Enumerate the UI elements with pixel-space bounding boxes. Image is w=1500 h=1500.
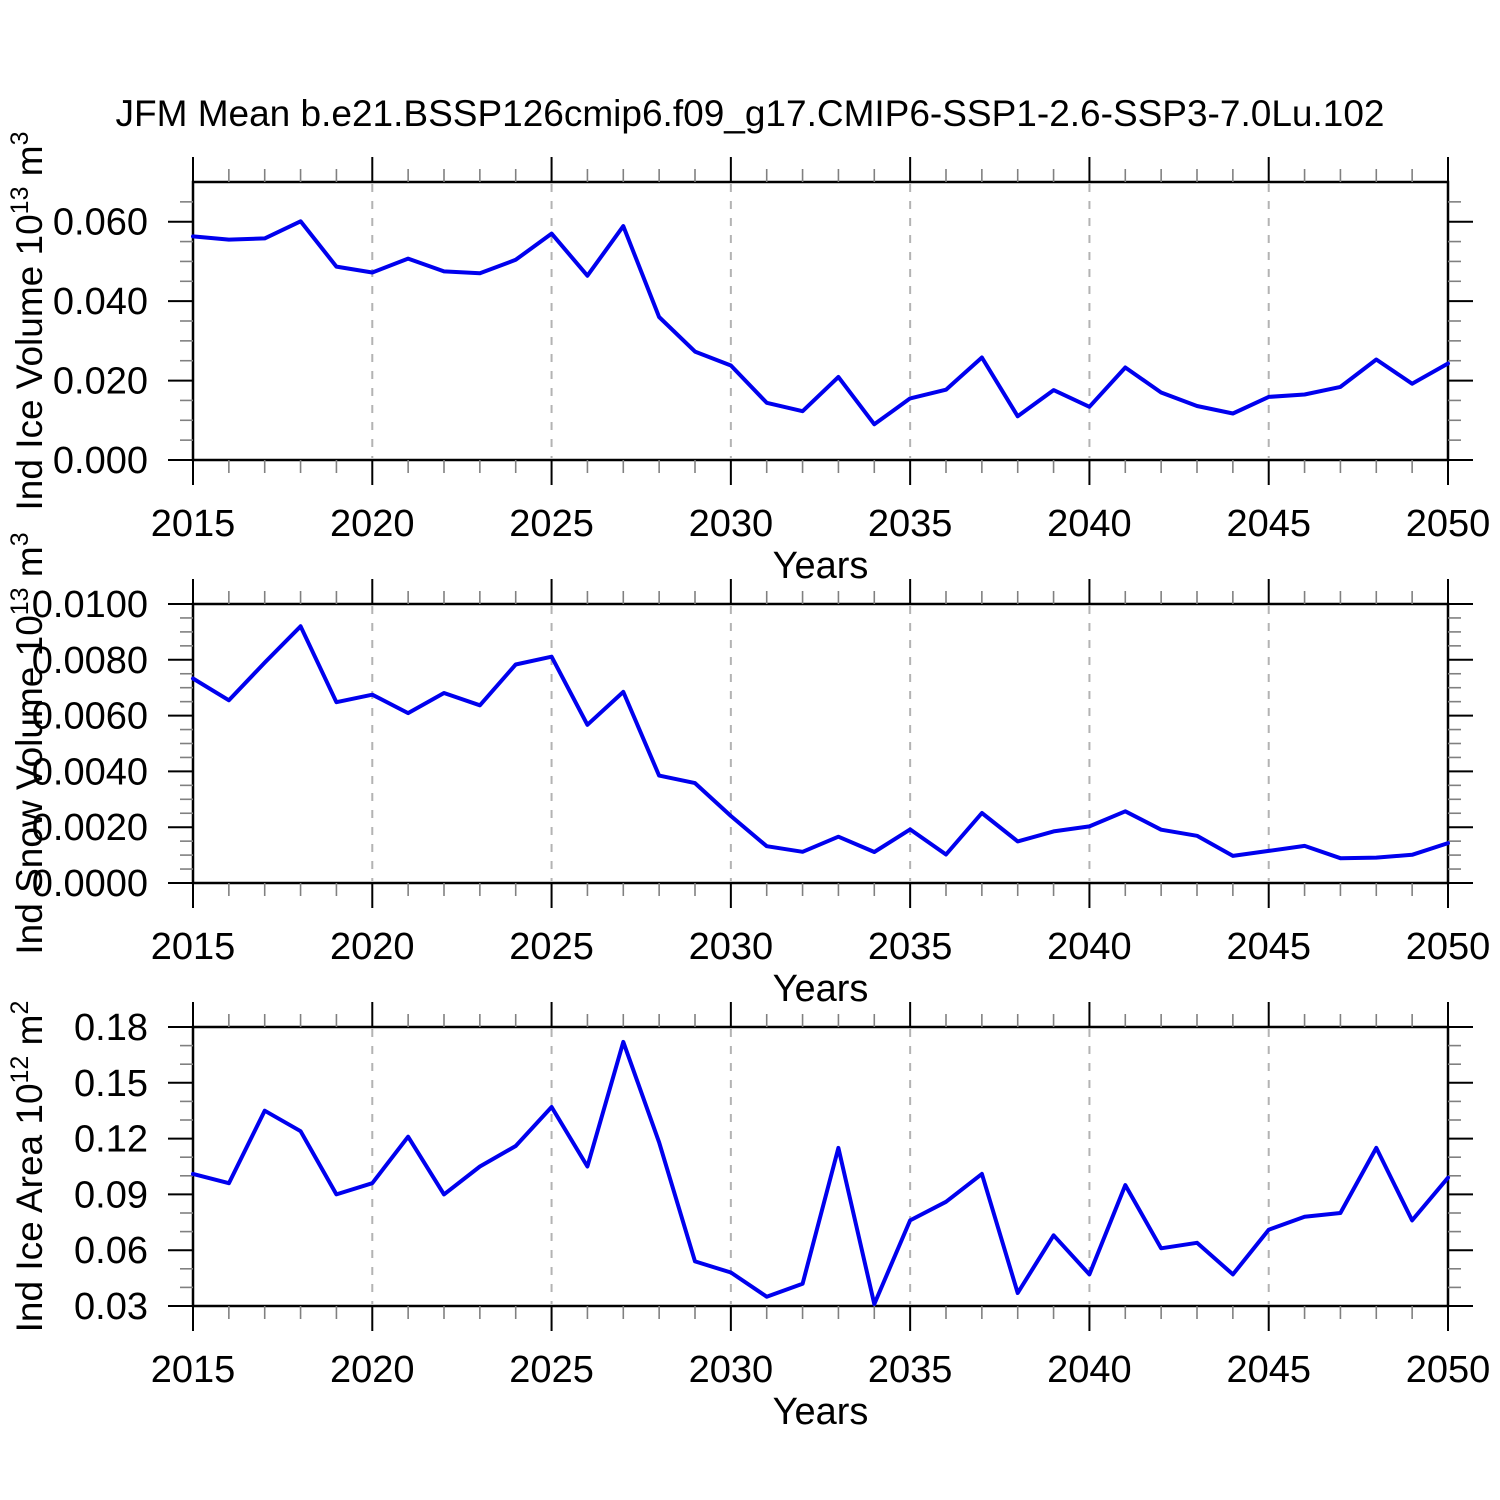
x-tick-label-2030: 2030 [689,503,774,545]
y-axis-title-pre: Ind Snow Volume 10 [9,615,50,954]
y-tick-label-0.12: 0.12 [74,1119,148,1161]
y-axis-title-pre: Ind Ice Area 10 [9,1083,50,1332]
y-axis-title-ice-area: Ind Ice Area 1012 m2 [6,1001,50,1333]
y-axis-title-sup2: 2 [6,1001,34,1015]
y-axis-title-sup2: 3 [6,532,34,546]
y-tick-label-0.060: 0.060 [53,202,148,244]
x-tick-label-2015: 2015 [151,926,236,968]
y-tick-label-0.040: 0.040 [53,281,148,323]
y-tick-label-0.000: 0.000 [53,440,148,482]
y-tick-label-0.0040: 0.0040 [32,751,148,793]
x-tick-label-2035: 2035 [868,926,953,968]
y-axis-title-snow-volume: Ind Snow Volume 1013 m3 [6,532,50,954]
y-axis-title-mid: m [9,145,50,186]
x-tick-label-2040: 2040 [1047,926,1132,968]
data-line-snow-volume [191,624,1450,861]
x-tick-label-2035: 2035 [868,1349,953,1391]
x-tick-label-2020: 2020 [330,503,415,545]
y-tick-label-0.18: 0.18 [74,1007,148,1049]
y-axis-title-sup2: 3 [6,131,34,145]
x-axis-title-years-panel-1: Years [772,545,869,587]
x-tick-label-2050: 2050 [1406,503,1491,545]
y-axis-title-mid: m [9,1015,50,1056]
x-axis-title-years-panel-2: Years [772,968,869,1010]
x-tick-label-2040: 2040 [1047,503,1132,545]
x-axis-title-years-panel-3: Years [772,1391,869,1433]
x-tick-label-2045: 2045 [1226,503,1311,545]
x-tick-label-2015: 2015 [151,503,236,545]
y-axis-title-sup1: 13 [6,187,34,215]
y-axis-title-sup1: 12 [6,1056,34,1084]
x-tick-label-2025: 2025 [509,503,594,545]
y-tick-label-0.15: 0.15 [74,1063,148,1105]
y-tick-label-0.0020: 0.0020 [32,807,148,849]
x-tick-label-2015: 2015 [151,1349,236,1391]
panel-frame-snow-volume [191,602,1450,885]
x-tick-label-2030: 2030 [689,1349,774,1391]
y-axis-title-pre: Ind Ice Volume 10 [9,214,50,510]
y-axis-title-ice-volume: Ind Ice Volume 1013 m3 [6,131,50,510]
y-axis-title-sup1: 13 [6,587,34,615]
figure-title: JFM Mean b.e21.BSSP126cmip6.f09_g17.CMIP… [115,93,1385,134]
data-line-ice-area [191,1039,1450,1307]
y-tick-label-0.0080: 0.0080 [32,640,148,682]
y-axis-title-mid: m [9,546,50,587]
x-tick-label-2040: 2040 [1047,1349,1132,1391]
x-tick-label-2045: 2045 [1226,1349,1311,1391]
x-tick-label-2030: 2030 [689,926,774,968]
x-tick-label-2020: 2020 [330,1349,415,1391]
x-tick-label-2050: 2050 [1406,926,1491,968]
y-tick-label-0.0060: 0.0060 [32,696,148,738]
x-tick-label-2025: 2025 [509,1349,594,1391]
y-tick-label-0.09: 0.09 [74,1174,148,1216]
panel-frame-ice-volume [191,180,1450,462]
data-line-ice-volume [191,219,1450,427]
panel-frame-ice-area [191,1025,1450,1308]
x-tick-label-2020: 2020 [330,926,415,968]
y-tick-label-0.06: 0.06 [74,1230,148,1272]
y-tick-label-0.03: 0.03 [74,1286,148,1328]
y-tick-label-0.0000: 0.0000 [32,863,148,905]
x-tick-label-2050: 2050 [1406,1349,1491,1391]
x-tick-label-2025: 2025 [509,926,594,968]
x-tick-label-2045: 2045 [1226,926,1311,968]
x-tick-label-2035: 2035 [868,503,953,545]
y-tick-label-0.020: 0.020 [53,361,148,403]
y-tick-label-0.0100: 0.0100 [32,584,148,626]
